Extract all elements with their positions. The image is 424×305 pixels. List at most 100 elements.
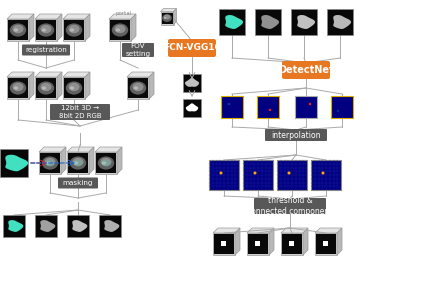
Polygon shape [261, 15, 279, 29]
Polygon shape [127, 72, 154, 77]
Bar [67, 215, 89, 237]
Polygon shape [149, 72, 154, 99]
Bar [64, 78, 84, 98]
Bar [183, 74, 201, 92]
Ellipse shape [70, 28, 74, 32]
Bar [221, 241, 226, 246]
Polygon shape [173, 9, 176, 24]
Text: registration: registration [25, 47, 67, 53]
Polygon shape [337, 228, 342, 255]
FancyBboxPatch shape [282, 61, 330, 79]
Polygon shape [247, 233, 269, 255]
Bar [214, 234, 234, 254]
Polygon shape [35, 72, 62, 77]
Polygon shape [213, 233, 235, 255]
Bar [282, 234, 302, 254]
Polygon shape [333, 15, 351, 29]
Text: FOV
setting: FOV setting [126, 43, 151, 57]
Text: FCN-VGG16: FCN-VGG16 [163, 44, 221, 52]
Ellipse shape [45, 160, 55, 167]
Ellipse shape [74, 161, 78, 165]
Ellipse shape [112, 23, 128, 37]
Polygon shape [95, 147, 122, 152]
Bar [255, 241, 260, 246]
FancyBboxPatch shape [22, 45, 70, 56]
Bar [291, 9, 317, 35]
Circle shape [309, 103, 311, 105]
Polygon shape [186, 103, 198, 111]
Ellipse shape [116, 28, 120, 32]
Ellipse shape [69, 25, 80, 33]
Ellipse shape [130, 81, 146, 95]
Text: masking: masking [63, 180, 93, 186]
Bar [316, 234, 336, 254]
Bar [327, 9, 353, 35]
Polygon shape [225, 15, 243, 29]
Polygon shape [8, 220, 23, 232]
Ellipse shape [42, 156, 58, 170]
Polygon shape [127, 77, 149, 99]
Ellipse shape [102, 161, 106, 165]
Text: DetectNet: DetectNet [278, 65, 334, 75]
Polygon shape [247, 228, 274, 233]
Ellipse shape [164, 17, 166, 19]
Ellipse shape [41, 25, 51, 33]
Ellipse shape [12, 83, 23, 91]
Polygon shape [7, 19, 29, 41]
Bar [128, 78, 148, 98]
Bar [289, 241, 294, 246]
Ellipse shape [38, 81, 54, 95]
Polygon shape [131, 14, 136, 41]
Ellipse shape [42, 86, 46, 90]
Bar [295, 96, 317, 118]
Polygon shape [35, 77, 57, 99]
Ellipse shape [14, 86, 18, 90]
Polygon shape [281, 233, 303, 255]
FancyBboxPatch shape [265, 129, 327, 141]
Polygon shape [185, 78, 199, 87]
Ellipse shape [46, 161, 50, 165]
Ellipse shape [69, 83, 80, 91]
Polygon shape [269, 228, 274, 255]
Ellipse shape [70, 156, 86, 170]
Polygon shape [29, 14, 34, 41]
Polygon shape [57, 72, 62, 99]
Polygon shape [63, 14, 90, 19]
Polygon shape [7, 14, 34, 19]
Ellipse shape [73, 160, 83, 167]
Ellipse shape [41, 83, 51, 91]
Bar [8, 20, 28, 40]
Text: threshold &
connected component: threshold & connected component [247, 196, 333, 216]
Ellipse shape [162, 14, 172, 22]
Ellipse shape [45, 158, 56, 166]
Ellipse shape [70, 86, 74, 90]
Bar [257, 96, 279, 118]
Polygon shape [89, 147, 94, 174]
Polygon shape [61, 147, 66, 174]
Circle shape [220, 171, 223, 174]
Polygon shape [7, 77, 29, 99]
Ellipse shape [134, 86, 138, 90]
Bar [323, 241, 328, 246]
Polygon shape [297, 15, 315, 29]
Ellipse shape [73, 158, 84, 166]
Ellipse shape [66, 81, 82, 95]
Ellipse shape [132, 83, 143, 91]
Bar [64, 20, 84, 40]
FancyBboxPatch shape [254, 198, 326, 214]
Bar [311, 160, 341, 190]
Ellipse shape [10, 23, 26, 37]
FancyBboxPatch shape [58, 178, 98, 188]
Bar [162, 13, 173, 23]
Ellipse shape [66, 23, 82, 37]
Bar [99, 215, 121, 237]
Polygon shape [5, 155, 28, 171]
Ellipse shape [10, 81, 26, 95]
Ellipse shape [101, 160, 111, 167]
Bar [331, 96, 353, 118]
FancyBboxPatch shape [122, 43, 154, 57]
Polygon shape [303, 228, 308, 255]
Polygon shape [213, 228, 240, 233]
Bar [35, 215, 57, 237]
Circle shape [254, 171, 257, 174]
